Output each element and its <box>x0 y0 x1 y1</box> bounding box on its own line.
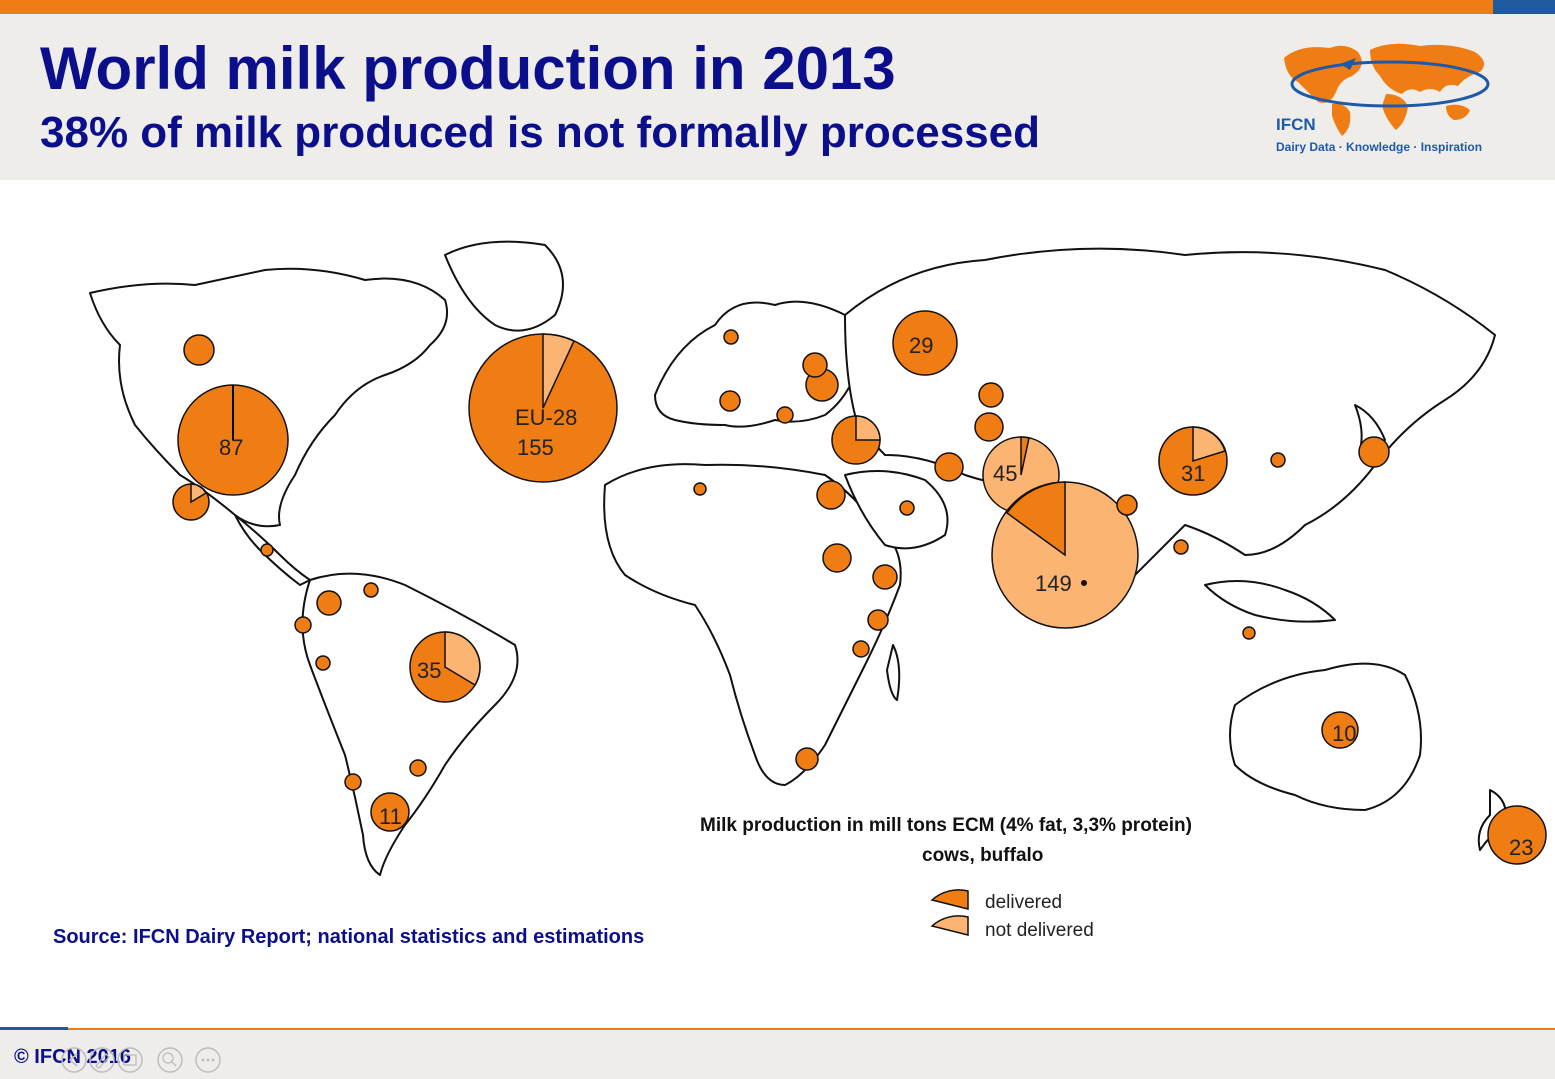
india-capital-dot <box>1081 580 1087 586</box>
label-usa: 87 <box>219 435 243 460</box>
pie-peru <box>315 655 331 671</box>
pie-bangladesh <box>1116 494 1138 516</box>
label-china: 31 <box>1181 461 1205 486</box>
pie-indonesia <box>1242 626 1256 640</box>
slides-grid-icon[interactable] <box>117 1047 143 1073</box>
pie-uzbekistan <box>974 412 1004 442</box>
footer-divider-accent <box>0 1027 68 1030</box>
pie-canada <box>183 334 215 366</box>
pie-kazakhstan <box>978 382 1004 408</box>
pie-china-not-delivered <box>1192 426 1226 463</box>
africa-landmass <box>603 463 902 786</box>
continents <box>89 240 1507 876</box>
pie-spain <box>719 390 741 412</box>
south-america-landmass <box>301 572 519 876</box>
pie-japan <box>1358 436 1390 468</box>
pie-belarus <box>802 352 828 378</box>
pie-eu-28-not-delivered <box>542 333 575 409</box>
map-pie-markers <box>172 310 1547 865</box>
pie-tanzania <box>852 640 870 658</box>
pie-iran <box>934 452 964 482</box>
pie-russia <box>892 310 958 376</box>
label-pakistan: 45 <box>993 461 1017 486</box>
legend-item-not-delivered: not delivered <box>985 920 1094 941</box>
label-argentina: 11 <box>379 804 402 829</box>
pie-uruguay <box>409 759 427 777</box>
zoom-icon[interactable] <box>157 1047 183 1073</box>
pie-korea <box>1270 452 1286 468</box>
presentation-controls <box>61 1047 221 1073</box>
southeast-asia-islands <box>1204 580 1336 623</box>
label-eu-line2: 155 <box>517 435 554 460</box>
pie-india-delivered <box>1005 481 1066 557</box>
top-accent-bar <box>0 0 1555 14</box>
pie-egypt <box>816 480 846 510</box>
pie-colombia <box>316 590 342 616</box>
greenland-landmass <box>444 240 564 332</box>
pie-sudan <box>822 543 852 573</box>
label-russia: 29 <box>909 333 933 358</box>
pie-argentina <box>370 792 410 832</box>
label-new-zealand: 23 <box>1509 835 1533 860</box>
source-note: Source: IFCN Dairy Report; national stat… <box>53 926 645 948</box>
europe-landmass <box>654 300 860 428</box>
ifcn-logo-globe-icon <box>1284 43 1490 136</box>
madagascar-landmass <box>886 644 901 701</box>
label-eu-line1: EU-28 <box>515 405 577 430</box>
slide-header <box>0 14 1555 180</box>
pie-chile <box>344 773 362 791</box>
slide-title: World milk production in 2013 <box>40 35 896 102</box>
pen-tool-icon[interactable] <box>89 1047 115 1073</box>
legend-delivered-swatch-icon <box>930 889 969 910</box>
slide-footer <box>0 1030 1555 1079</box>
pie-south-africa <box>795 747 819 771</box>
pie-thailand <box>1173 539 1189 555</box>
top-accent-bar-blue <box>1493 0 1555 14</box>
pie-central-america <box>260 543 274 557</box>
logo-tagline: Dairy Data · Knowledge · Inspiration <box>1276 140 1483 154</box>
pie-kenya <box>867 609 889 631</box>
prev-slide-icon[interactable] <box>61 1047 87 1073</box>
legend-subtitle: cows, buffalo <box>922 845 1044 866</box>
legend-title: Milk production in mill tons ECM (4% fat… <box>700 815 1192 836</box>
label-india: 149 <box>1035 571 1072 596</box>
pie-pakistan-delivered <box>1020 436 1030 476</box>
pie-algeria <box>693 482 707 496</box>
label-australia: 10 <box>1332 721 1356 746</box>
pie-ethiopia <box>872 564 898 590</box>
pie-uk <box>723 329 739 345</box>
pie-italy <box>776 406 794 424</box>
pie-australia <box>1321 711 1359 749</box>
world-map: 87 EU-28 155 29 45 31 149 35 11 10 23 <box>89 240 1547 876</box>
map-value-labels: 87 EU-28 155 29 45 31 149 35 11 10 23 <box>219 333 1533 860</box>
more-options-icon[interactable] <box>195 1047 221 1073</box>
footer-divider <box>0 1028 1555 1030</box>
pie-venezuela <box>363 582 379 598</box>
arabia-landmass <box>844 470 949 550</box>
logo-name: IFCN <box>1276 115 1316 134</box>
label-brazil: 35 <box>417 658 441 683</box>
pie-saudi <box>899 500 915 516</box>
legend-not-delivered-swatch-icon <box>930 915 969 936</box>
pie-new-zealand <box>1487 805 1547 865</box>
slide-subtitle: 38% of milk produced is not formally pro… <box>40 108 1041 157</box>
pie-brazil-not-delivered <box>444 631 481 687</box>
pie-ecuador <box>294 616 312 634</box>
legend-item-delivered: delivered <box>985 892 1063 913</box>
